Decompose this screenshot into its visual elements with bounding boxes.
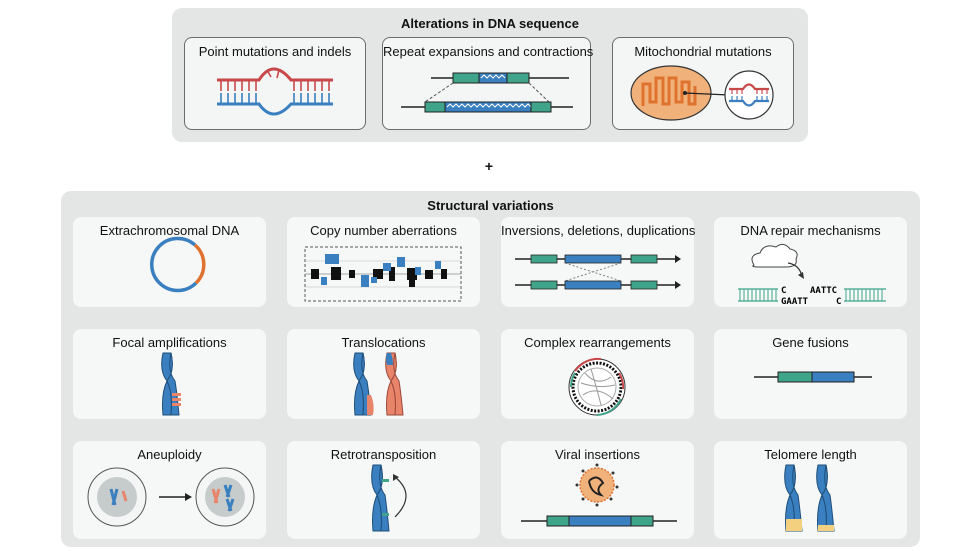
card-translocations: Translocations xyxy=(287,329,480,419)
card-retrotransposition-label: Retrotransposition xyxy=(330,447,437,462)
card-gene-fusions: Gene fusions xyxy=(714,329,907,419)
structural-variations-panel-title: Structural variations xyxy=(427,198,554,213)
card-mitochondrial-mutations: Mitochondrial mutations xyxy=(612,37,794,130)
mitochondrion-icon xyxy=(630,65,774,121)
circos-plot-icon xyxy=(568,357,626,416)
dna-sequence-panel: Alterations in DNA sequence Point mutati… xyxy=(172,8,808,142)
double-helix-icon xyxy=(217,67,333,116)
card-complex-rearrangements-label: Complex rearrangements xyxy=(524,335,671,350)
repair-seq-bottom-right: C xyxy=(836,297,841,307)
card-focal-amplifications: Focal amplifications xyxy=(73,329,266,419)
card-repeat-expansions-label: Repeat expansions and contractions xyxy=(383,44,594,59)
repair-seq-top: C xyxy=(781,286,786,296)
dna-sequence-panel-title: Alterations in DNA sequence xyxy=(401,16,579,31)
card-mitochondrial-mutations-label: Mitochondrial mutations xyxy=(634,44,772,59)
card-inversions-label: Inversions, deletions, duplications xyxy=(501,223,696,238)
chromosome-icon xyxy=(784,464,835,532)
inversion-icon xyxy=(515,254,681,290)
card-repeat-expansions: Repeat expansions and contractions xyxy=(382,37,594,130)
repair-seq-bottom: GAATT xyxy=(781,297,809,307)
virus-icon xyxy=(521,463,677,527)
plus-sign: + xyxy=(484,158,494,174)
cell-icon xyxy=(87,467,255,527)
card-viral-insertions: Viral insertions xyxy=(501,441,694,539)
card-extrachromosomal-dna-label: Extrachromosomal DNA xyxy=(99,223,240,238)
copy-number-plot-icon xyxy=(304,246,462,302)
card-telomere-length: Telomere length xyxy=(714,441,907,539)
card-point-mutations-label: Point mutations and indels xyxy=(198,44,352,59)
card-point-mutations: Point mutations and indels xyxy=(184,37,366,130)
card-aneuploidy: Aneuploidy xyxy=(73,441,266,539)
chromosome-icon xyxy=(161,352,181,416)
card-focal-amplifications-label: Focal amplifications xyxy=(112,335,227,350)
plasmid-ring-icon xyxy=(150,236,206,293)
card-dna-repair-mechanisms: DNA repair mechanisms C AATTC GAATT C xyxy=(714,217,907,307)
card-aneuploidy-label: Aneuploidy xyxy=(137,447,202,462)
card-viral-insertions-label: Viral insertions xyxy=(554,447,641,462)
chromosome-icon xyxy=(371,464,407,532)
repair-seq-top-right: AATTC xyxy=(810,286,837,296)
cloud-icon: C AATTC GAATT C xyxy=(738,243,886,307)
card-copy-number-aberrations-label: Copy number aberrations xyxy=(310,223,457,238)
card-dna-repair-label: DNA repair mechanisms xyxy=(740,223,881,238)
card-telomere-length-label: Telomere length xyxy=(764,447,857,462)
card-inversions-deletions-duplications: Inversions, deletions, duplications xyxy=(501,217,696,307)
card-retrotransposition: Retrotransposition xyxy=(287,441,480,539)
card-copy-number-aberrations: Copy number aberrations xyxy=(287,217,480,307)
card-gene-fusions-label: Gene fusions xyxy=(772,335,849,350)
structural-variations-panel: Structural variations Extrachromosomal D… xyxy=(61,191,920,547)
card-translocations-label: Translocations xyxy=(341,335,426,350)
repeat-expansion-icon xyxy=(401,72,573,113)
chromosome-icon xyxy=(353,352,404,416)
gene-fusion-icon xyxy=(754,371,872,383)
card-extrachromosomal-dna: Extrachromosomal DNA xyxy=(73,217,266,307)
card-complex-rearrangements: Complex rearrangements xyxy=(501,329,694,419)
